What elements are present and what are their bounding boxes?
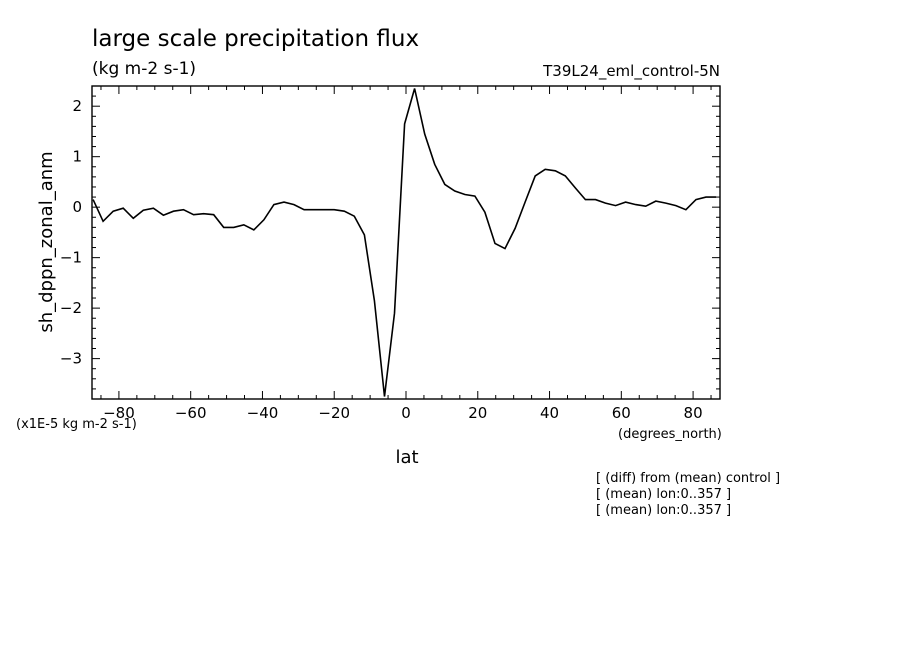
- x-tick-label: −20: [318, 404, 350, 422]
- x-tick-label: −60: [175, 404, 207, 422]
- x-axis-title: lat: [395, 447, 418, 468]
- x-tick-label: −40: [247, 404, 279, 422]
- x-tick-label: 0: [401, 404, 411, 422]
- x-tick-label: 20: [468, 404, 487, 422]
- x-tick-label: 40: [540, 404, 559, 422]
- x-axis: −80 −60 −40 −20 0 20 40 60 80: [100, 86, 712, 422]
- note-line: [ (diff) from (mean) control ]: [596, 471, 780, 486]
- x-tick-label: −80: [103, 404, 135, 422]
- x-units-label: (degrees_north): [618, 427, 722, 442]
- run-label: T39L24_eml_control-5N: [542, 62, 720, 81]
- y-scale-label: (x1E-5 kg m-2 s-1): [16, 417, 137, 432]
- series-line: [92, 88, 717, 397]
- chart-subtitle: (kg m-2 s-1): [92, 59, 196, 79]
- plot-frame: [91, 85, 721, 400]
- y-axis-title: sh_dppn_zonal_anm: [36, 151, 57, 332]
- y-tick-label: −2: [60, 299, 82, 317]
- y-tick-label: 0: [72, 198, 82, 216]
- x-tick-label: 80: [684, 404, 703, 422]
- y-axis: −3 −2 −1 0 1 2: [60, 85, 720, 390]
- y-tick-label: −1: [60, 249, 82, 267]
- y-tick-label: −3: [60, 350, 82, 368]
- y-tick-label: 1: [72, 148, 82, 166]
- chart-title: large scale precipitation flux: [92, 26, 419, 52]
- note-line: [ (mean) lon:0..357 ]: [596, 487, 731, 502]
- note-line: [ (mean) lon:0..357 ]: [596, 503, 731, 518]
- y-tick-label: 2: [72, 97, 82, 115]
- x-tick-label: 60: [612, 404, 631, 422]
